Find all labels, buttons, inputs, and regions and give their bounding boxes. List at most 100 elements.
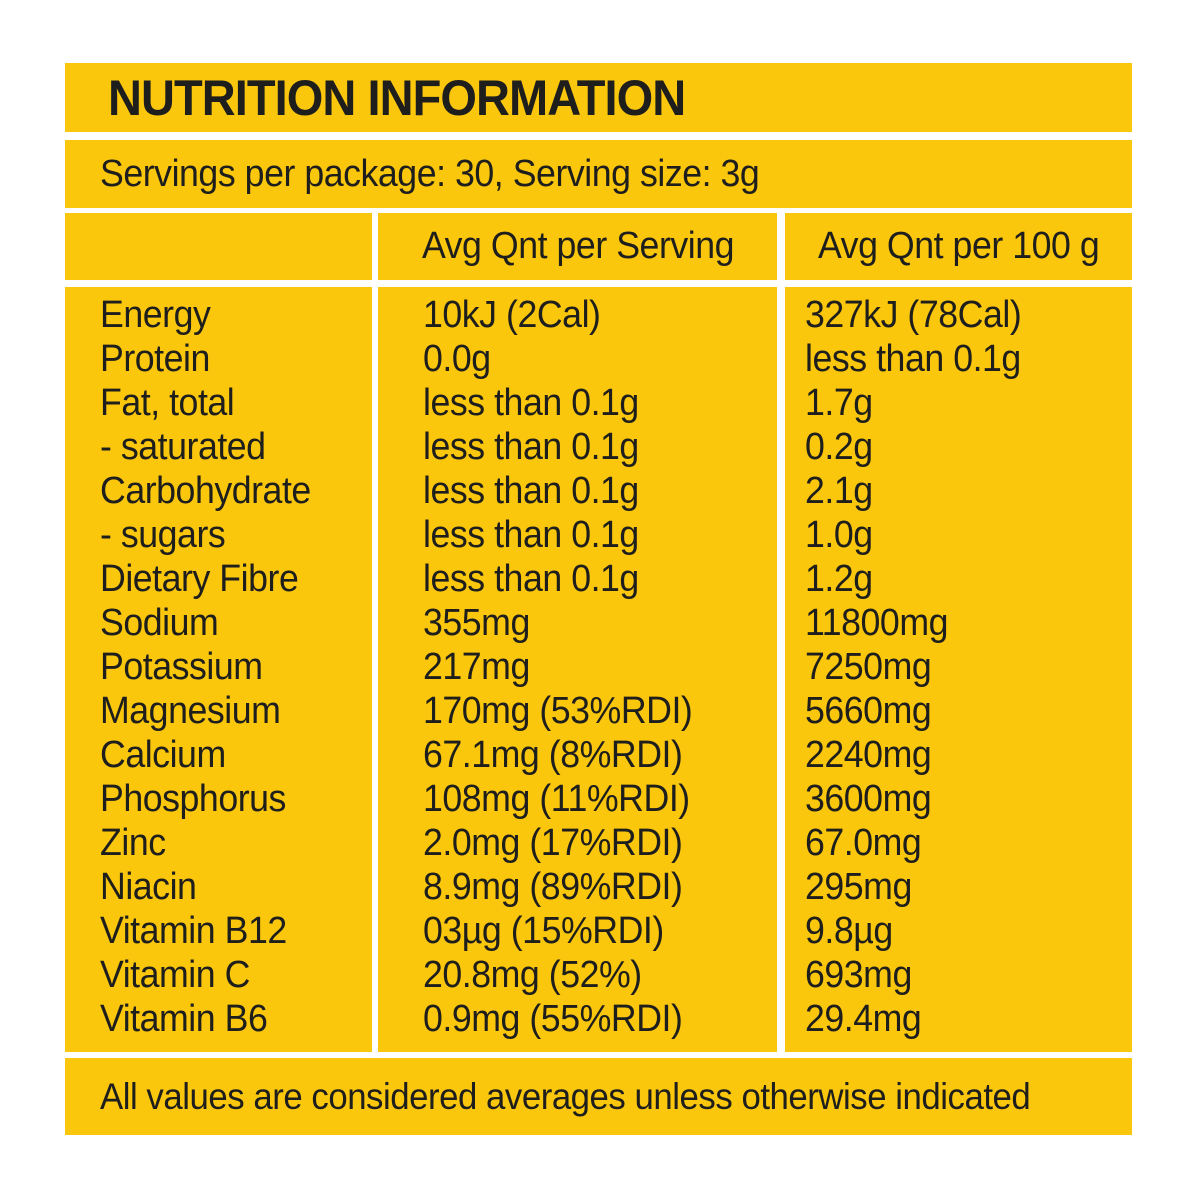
table-line: Zinc bbox=[100, 821, 372, 865]
value-per-serving: less than 0.1g bbox=[423, 470, 639, 512]
table-line: 3600mg bbox=[805, 777, 1132, 821]
value-per-100g: 1.2g bbox=[805, 558, 873, 600]
nutrient-name: Potassium bbox=[100, 646, 263, 688]
value-per-serving: less than 0.1g bbox=[423, 514, 639, 556]
servings-text: Servings per package: 30, Serving size: … bbox=[100, 152, 760, 195]
value-per-serving: 0.0g bbox=[423, 338, 491, 380]
nutrient-name: Energy bbox=[100, 294, 211, 336]
nutrient-name: Vitamin B6 bbox=[100, 998, 268, 1040]
value-per-100g: 2240mg bbox=[805, 734, 932, 776]
table-line: 0.9mg (55%RDI) bbox=[423, 997, 777, 1041]
header-label-per-serving: Avg Qnt per Serving bbox=[421, 225, 734, 267]
table-line: Sodium bbox=[100, 601, 372, 645]
value-per-100g: 1.0g bbox=[805, 514, 873, 556]
value-per-serving: 170mg (53%RDI) bbox=[423, 690, 693, 732]
value-per-serving: 0.9mg (55%RDI) bbox=[423, 998, 683, 1040]
nutrient-name: Dietary Fibre bbox=[100, 558, 299, 600]
table-line: Phosphorus bbox=[100, 777, 372, 821]
value-per-100g: 1.7g bbox=[805, 382, 873, 424]
table-line: Protein bbox=[100, 337, 372, 381]
table-line: 67.0mg bbox=[805, 821, 1132, 865]
value-per-serving: less than 0.1g bbox=[423, 382, 639, 424]
footnote-text: All values are considered averages unles… bbox=[100, 1075, 1031, 1117]
header-cell-per-100g: Avg Qnt per 100 g bbox=[785, 213, 1132, 280]
nutrient-name: Vitamin B12 bbox=[100, 910, 287, 952]
table-line: 217mg bbox=[423, 645, 777, 689]
value-per-serving: 10kJ (2Cal) bbox=[423, 294, 601, 336]
table-line: Niacin bbox=[100, 865, 372, 909]
table-line: 03µg (15%RDI) bbox=[423, 909, 777, 953]
nutrient-name: Niacin bbox=[100, 866, 197, 908]
table-line: 693mg bbox=[805, 953, 1132, 997]
table-line: - saturated bbox=[100, 425, 372, 469]
table-line: 10kJ (2Cal) bbox=[423, 293, 777, 337]
table-line: 11800mg bbox=[805, 601, 1132, 645]
table-line: Energy bbox=[100, 293, 372, 337]
nutrient-name: Phosphorus bbox=[100, 778, 286, 820]
value-per-serving: less than 0.1g bbox=[423, 558, 639, 600]
page-title: NUTRITION INFORMATION bbox=[108, 69, 686, 126]
nutrient-name-column: Energy Protein Fat, total - saturated Ca… bbox=[65, 287, 372, 1052]
table-line: 0.0g bbox=[423, 337, 777, 381]
column-gap bbox=[777, 287, 785, 1052]
value-per-serving: 355mg bbox=[423, 602, 530, 644]
nutrient-name: - sugars bbox=[100, 514, 226, 556]
value-per-100g: 7250mg bbox=[805, 646, 932, 688]
header-cell-blank bbox=[65, 213, 372, 280]
table-line: less than 0.1g bbox=[423, 557, 777, 601]
table-line: 29.4mg bbox=[805, 997, 1132, 1041]
column-gap bbox=[777, 213, 785, 280]
table-line: 295mg bbox=[805, 865, 1132, 909]
nutrient-name: Carbohydrate bbox=[100, 470, 311, 512]
table-line: 1.0g bbox=[805, 513, 1132, 557]
table-line: 2.1g bbox=[805, 469, 1132, 513]
table-line: less than 0.1g bbox=[805, 337, 1132, 381]
value-per-100g: 295mg bbox=[805, 866, 912, 908]
table-line: less than 0.1g bbox=[423, 425, 777, 469]
table-line: 5660mg bbox=[805, 689, 1132, 733]
header-label-per-100g: Avg Qnt per 100 g bbox=[817, 225, 1100, 267]
value-per-100g: 327kJ (78Cal) bbox=[805, 294, 1022, 336]
table-line: Potassium bbox=[100, 645, 372, 689]
value-per-100g: 693mg bbox=[805, 954, 912, 996]
nutrition-label: NUTRITION INFORMATION Servings per packa… bbox=[65, 63, 1132, 1135]
value-per-serving: 108mg (11%RDI) bbox=[423, 778, 690, 820]
nutrient-name: Fat, total bbox=[100, 382, 235, 424]
table-line: Fat, total bbox=[100, 381, 372, 425]
value-per-100g: 29.4mg bbox=[805, 998, 922, 1040]
table-line: 1.2g bbox=[805, 557, 1132, 601]
table-line: 67.1mg (8%RDI) bbox=[423, 733, 777, 777]
table-line: 2.0mg (17%RDI) bbox=[423, 821, 777, 865]
table-body: Energy Protein Fat, total - saturated Ca… bbox=[65, 287, 1132, 1052]
value-per-100g: 11800mg bbox=[805, 602, 949, 644]
title-bar: NUTRITION INFORMATION bbox=[65, 63, 1132, 132]
servings-bar: Servings per package: 30, Serving size: … bbox=[65, 140, 1132, 208]
nutrient-name: Calcium bbox=[100, 734, 226, 776]
value-per-100g: 3600mg bbox=[805, 778, 932, 820]
per-100g-column: 327kJ (78Cal) less than 0.1g 1.7g 0.2g 2… bbox=[785, 287, 1132, 1052]
value-per-serving: less than 0.1g bbox=[423, 426, 639, 468]
value-per-serving: 20.8mg (52%) bbox=[423, 954, 642, 996]
value-per-100g: 67.0mg bbox=[805, 822, 922, 864]
table-line: less than 0.1g bbox=[423, 381, 777, 425]
table-line: 108mg (11%RDI) bbox=[423, 777, 777, 821]
footnote-bar: All values are considered averages unles… bbox=[65, 1058, 1132, 1135]
table-line: Dietary Fibre bbox=[100, 557, 372, 601]
value-per-100g: 5660mg bbox=[805, 690, 932, 732]
per-serving-column: 10kJ (2Cal) 0.0g less than 0.1g less tha… bbox=[378, 287, 777, 1052]
table-line: 327kJ (78Cal) bbox=[805, 293, 1132, 337]
value-per-serving: 03µg (15%RDI) bbox=[423, 910, 664, 952]
value-per-100g: 0.2g bbox=[805, 426, 873, 468]
table-line: Magnesium bbox=[100, 689, 372, 733]
table-line: 20.8mg (52%) bbox=[423, 953, 777, 997]
nutrient-name: Sodium bbox=[100, 602, 219, 644]
table-line: 7250mg bbox=[805, 645, 1132, 689]
table-line: 355mg bbox=[423, 601, 777, 645]
nutrient-name: Zinc bbox=[100, 822, 166, 864]
table-line: 1.7g bbox=[805, 381, 1132, 425]
table-line: 8.9mg (89%RDI) bbox=[423, 865, 777, 909]
value-per-100g: 2.1g bbox=[805, 470, 873, 512]
nutrient-name: Protein bbox=[100, 338, 210, 380]
value-per-serving: 2.0mg (17%RDI) bbox=[423, 822, 683, 864]
